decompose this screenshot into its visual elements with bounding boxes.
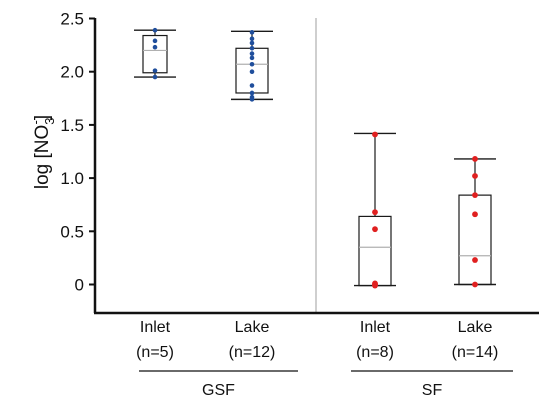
data-point [372,280,378,287]
y-tick-label: 2.0 [60,63,84,82]
data-point [372,209,378,216]
y-axis-label: log [NO3-] [28,115,57,189]
data-point [472,281,478,288]
data-point [249,30,255,35]
category-n-label: (n=8) [356,344,394,361]
y-tick-label: 0.5 [60,222,84,241]
y-axis-label-superscript: - [28,120,43,124]
box-sf-lake [454,156,496,288]
data-point [249,45,255,51]
data-point [472,192,478,199]
data-point [472,257,478,263]
category-label: Inlet [140,319,171,336]
box-gsf-inlet [134,27,176,80]
data-point [472,211,478,218]
y-tick-label: 0 [75,276,84,295]
y-axis-label-subscript: 3 [42,117,57,124]
data-point [249,36,255,42]
y-tick-label: 1.5 [60,116,84,135]
box-sf-inlet [354,131,396,289]
category-n-label: (n=14) [452,344,499,361]
data-point [249,83,255,88]
data-point [152,44,158,50]
y-tick-label: 2.5 [60,10,84,29]
svg-text:log [NO3-]: log [NO3-] [28,115,57,189]
y-axis-label-base: log [NO [32,125,53,189]
data-point [249,61,255,67]
data-point [472,173,478,179]
data-point [472,156,478,162]
data-point [249,69,255,74]
category-label: Lake [458,319,493,336]
box-gsf-lake [231,30,273,102]
y-axis-label-bracket: ] [32,115,53,120]
data-point [249,40,255,46]
data-point [249,94,255,100]
data-point [372,226,378,233]
y-tick-label: 1.0 [60,169,84,188]
data-point [152,27,158,33]
category-label: Inlet [360,319,391,336]
group-label-sf: SF [422,382,443,399]
category-n-label: (n=5) [136,344,174,361]
group-label-gsf: GSF [202,382,235,399]
data-point [372,131,378,138]
data-point [249,55,255,61]
data-point [249,51,255,56]
category-n-label: (n=12) [229,344,276,361]
data-point [152,68,158,73]
data-point [152,38,158,44]
category-label: Lake [235,319,270,336]
box-iqr [458,194,492,286]
data-point [152,74,158,80]
data-point [249,90,255,96]
